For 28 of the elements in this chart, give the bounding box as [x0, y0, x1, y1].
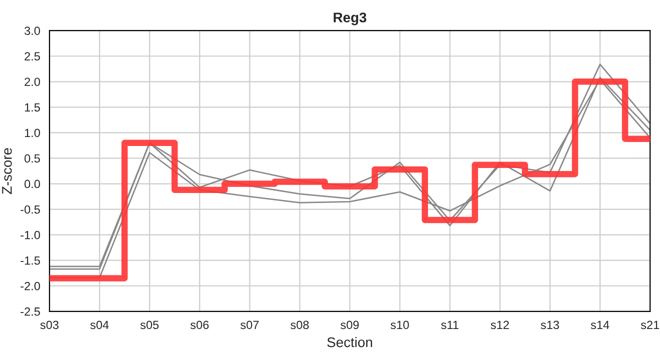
x-tick-label: s21 — [640, 320, 660, 330]
x-tick-label: s07 — [240, 320, 259, 330]
y-tick-label: -1.5 — [20, 256, 40, 265]
x-axis-title: Section — [327, 336, 372, 348]
y-tick-label: 1.0 — [24, 128, 40, 138]
y-tick-label: 2.5 — [24, 52, 40, 61]
y-tick-label: 0.5 — [24, 154, 40, 163]
x-tick-label: s04 — [90, 320, 109, 330]
x-tick-label: s13 — [540, 320, 559, 330]
y-tick-label: -1.0 — [20, 230, 40, 240]
y-axis-title: Z-score — [2, 148, 12, 194]
y-tick-label: 3.0 — [24, 26, 40, 35]
y-tick-label: 0.0 — [24, 180, 40, 188]
x-tick-label: s14 — [590, 320, 610, 330]
y-tick-label: -2.5 — [20, 307, 40, 316]
x-tick-label: s10 — [390, 320, 409, 330]
x-tick-label: s06 — [190, 320, 209, 330]
y-tick-label: -2.0 — [20, 282, 40, 290]
y-tick-label: 2.0 — [24, 78, 40, 86]
x-tick-label: s08 — [290, 320, 309, 330]
chart-title: Reg3 — [334, 12, 366, 26]
x-tick-label: s11 — [441, 320, 458, 330]
y-tick-label: -0.5 — [20, 205, 40, 214]
y-tick-label: 1.5 — [24, 103, 40, 112]
x-tick-label: s05 — [140, 320, 159, 330]
x-tick-label: s12 — [490, 320, 509, 330]
x-tick-label: s09 — [340, 320, 359, 330]
x-tick-label: s03 — [40, 320, 58, 330]
